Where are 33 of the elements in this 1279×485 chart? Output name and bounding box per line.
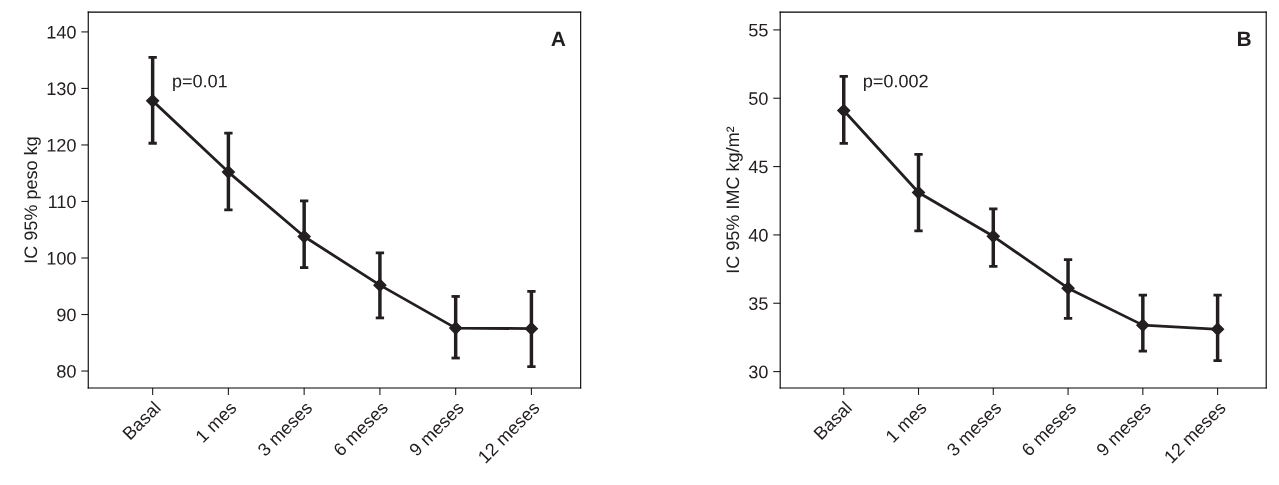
y-axis-title: IC 95% IMC kg/m²	[725, 126, 743, 273]
point	[524, 322, 539, 336]
text: B	[1237, 31, 1251, 47]
point	[449, 321, 463, 335]
y-tick-label: 140	[47, 25, 76, 39]
y-tick-label: 80	[57, 364, 76, 378]
point	[221, 165, 235, 179]
y-tick-label: 40	[748, 228, 768, 242]
y-tick-label: 120	[47, 138, 76, 152]
point	[297, 229, 311, 244]
annotation: p=0.01	[173, 74, 227, 92]
annotation: p=0.002	[863, 74, 928, 92]
x-tick-label: 1 mes	[195, 400, 238, 443]
y-tick-label: 45	[748, 160, 768, 174]
y-axis-title: IC 95% peso kg	[23, 137, 41, 263]
point	[837, 103, 851, 118]
point	[1211, 322, 1225, 336]
point	[911, 185, 926, 200]
point	[1136, 318, 1150, 332]
point	[986, 229, 1000, 243]
y-tick-label: 35	[748, 297, 768, 310]
point	[1061, 281, 1075, 295]
x-tick-label: 1 mes	[885, 400, 928, 443]
y-tick-label: 90	[57, 308, 76, 322]
y-tick-label: 100	[47, 251, 76, 265]
y-tick-label: 50	[749, 92, 768, 105]
y-tick-label: 55	[749, 24, 768, 37]
text: A	[551, 31, 566, 47]
y-tick-label: 30	[748, 365, 768, 379]
y-tick-label: 110	[49, 195, 76, 209]
point	[373, 278, 387, 292]
point	[146, 94, 160, 108]
y-tick-label: 130	[47, 82, 76, 96]
